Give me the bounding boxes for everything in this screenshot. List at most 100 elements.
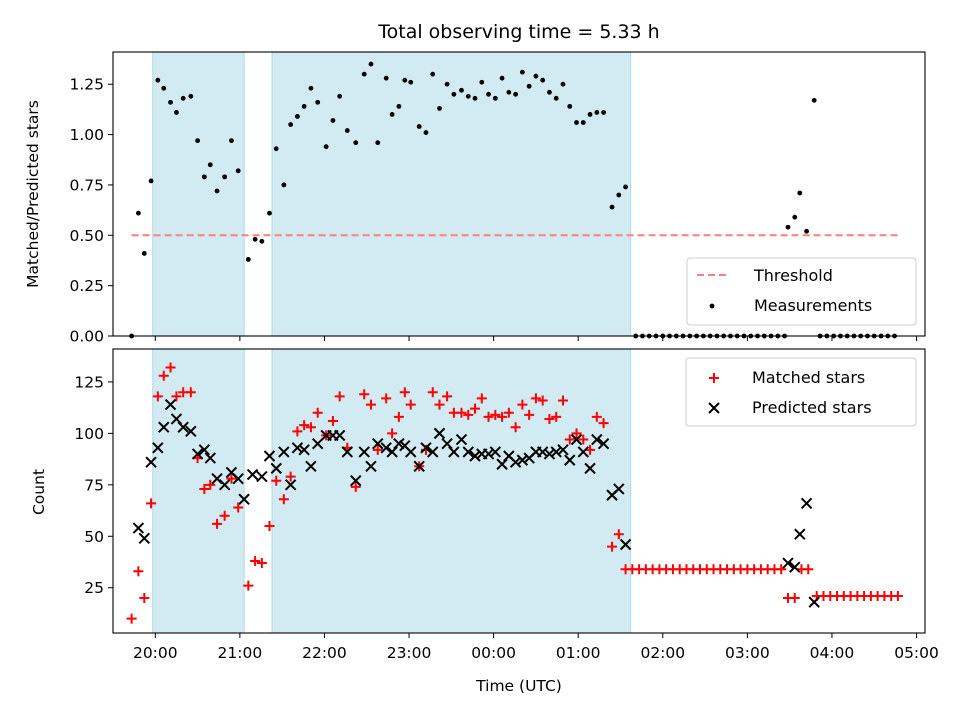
matched-star-point [598, 418, 609, 429]
matched-star-point [165, 362, 176, 373]
measurement-point [423, 130, 429, 135]
predicted-star-point [570, 433, 583, 446]
predicted-star-point [333, 429, 346, 442]
measurement-point [560, 81, 566, 87]
legend-matched-label: Matched stars [752, 368, 865, 387]
measurement-point [389, 112, 395, 117]
matched-star-point [776, 564, 787, 575]
predicted-star-point [597, 437, 610, 450]
measurement-point [465, 93, 471, 99]
predicted-star-point [613, 483, 625, 495]
predicted-star-point [782, 557, 794, 569]
measurement-point [195, 138, 200, 144]
measurement-point [444, 81, 450, 87]
matched-star-point [537, 395, 548, 406]
measurement-point [459, 87, 464, 93]
predicted-star-point [158, 421, 170, 433]
predicted-star-point [291, 442, 304, 454]
bottom-panel: 25 50 75 100 125 20:00 21:00 22:00 23:00 00:00 01:… [74, 348, 939, 662]
measurement-point [526, 83, 532, 89]
matched-star-point [212, 518, 223, 529]
matched-star-point [490, 409, 501, 420]
matched-star-point [510, 422, 521, 433]
measurement-point [408, 79, 414, 85]
measurement-point [519, 69, 525, 75]
predicted-star-point [550, 446, 562, 458]
measurement-point [281, 182, 287, 188]
plot-frame [112, 348, 926, 634]
matched-star-point [399, 387, 410, 398]
matched-star-point [250, 555, 261, 566]
measurement-point [540, 77, 546, 83]
predicted-star-point [185, 425, 197, 438]
predicted-star-point [164, 398, 177, 411]
matched-star-point [312, 407, 323, 418]
measurement-point [361, 71, 367, 77]
matched-star-point [497, 411, 508, 422]
matched-star-point [278, 494, 289, 505]
x-tick-label: 21:00 [218, 644, 263, 662]
y-tick-label: 50 [84, 528, 104, 546]
predicted-star-point [132, 522, 145, 534]
x-tick-label: 22:00 [302, 644, 347, 662]
predicted-star-point [516, 454, 529, 466]
predicted-star-point [270, 462, 282, 475]
matched-star-point [607, 541, 618, 552]
predicted-star-point [789, 561, 801, 573]
predicted-star-point [278, 446, 290, 458]
y-tick-label: 0.50 [69, 227, 104, 245]
measurement-point [797, 190, 803, 196]
legend-measurements-label: Measurements [754, 296, 872, 315]
legend-box [686, 257, 917, 326]
measurement-point [368, 61, 374, 67]
matched-star-point [243, 580, 254, 591]
measurement-point [315, 99, 321, 105]
matched-star-point [387, 428, 398, 439]
top-panel: 0.00 0.25 0.50 0.75 1.00 1.25 Threshold Measure… [69, 51, 926, 346]
predicted-star-point [372, 437, 384, 450]
measurement-point [180, 95, 186, 101]
x-tick-label: 05:00 [894, 644, 939, 662]
matched-star-point [146, 498, 157, 509]
matched-star-point [158, 370, 169, 381]
matched-star-point [405, 399, 416, 410]
predicted-star-point [441, 437, 453, 450]
measurement-point [252, 236, 258, 242]
matched-star-point [613, 529, 624, 540]
predicted-star-point [577, 446, 589, 458]
measurement-point [383, 75, 389, 81]
measurement-point [785, 224, 791, 230]
x-tick-label: 01:00 [556, 644, 601, 662]
measurement-point [229, 138, 234, 144]
measurement-point [513, 91, 519, 97]
measurement-point [214, 188, 220, 194]
measurement-point [245, 257, 251, 262]
measurement-point [623, 184, 628, 190]
predicted-star-point [284, 479, 297, 491]
predicted-star-point [152, 442, 164, 454]
matched-star-point [578, 434, 589, 445]
matched-star-point [470, 403, 481, 414]
measurement-point [323, 144, 329, 150]
predicted-star-point [204, 452, 216, 464]
predicted-star-point [170, 413, 183, 425]
matched-star-point [393, 411, 404, 422]
measurement-point [472, 95, 478, 101]
matched-star-point [226, 473, 237, 484]
predicted-star-point [386, 446, 398, 458]
chart-title: Total observing time = 5.33 h [377, 21, 659, 43]
measurement-point [375, 140, 381, 146]
predicted-star-point [584, 462, 596, 475]
y-tick-label: 125 [74, 373, 104, 391]
measurement-point [430, 71, 436, 77]
predicted-star-point [211, 472, 223, 485]
measurement-point [533, 73, 539, 79]
matched-star-point [152, 391, 163, 402]
matched-star-point [185, 387, 196, 398]
measurement-point [567, 103, 573, 109]
matched-star-point [571, 428, 582, 439]
predicted-star-point [489, 446, 502, 458]
measurement-point [486, 91, 491, 97]
measurement-point [804, 228, 809, 234]
predicted-star-point [238, 493, 250, 505]
